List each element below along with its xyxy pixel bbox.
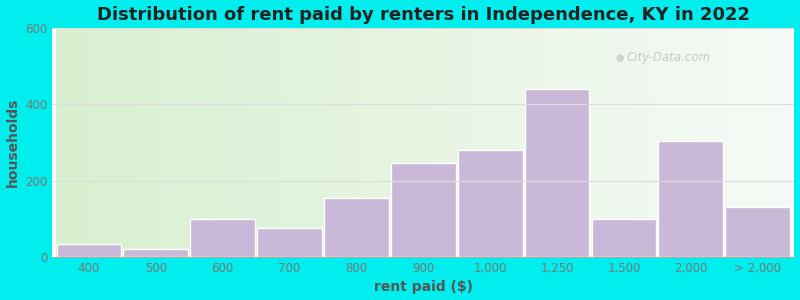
Text: ●: ● [616, 53, 624, 63]
Bar [458, 150, 522, 257]
Bar [658, 140, 723, 257]
Bar [591, 219, 656, 257]
Y-axis label: households: households [6, 98, 19, 187]
Bar [257, 228, 322, 257]
Text: City-Data.com: City-Data.com [626, 51, 710, 64]
Bar [57, 244, 122, 257]
Bar [726, 207, 790, 257]
Bar [123, 249, 188, 257]
X-axis label: rent paid ($): rent paid ($) [374, 280, 473, 294]
Bar [391, 164, 456, 257]
Bar [190, 219, 255, 257]
Bar [525, 89, 590, 257]
Title: Distribution of rent paid by renters in Independence, KY in 2022: Distribution of rent paid by renters in … [97, 6, 750, 24]
Bar [324, 198, 389, 257]
